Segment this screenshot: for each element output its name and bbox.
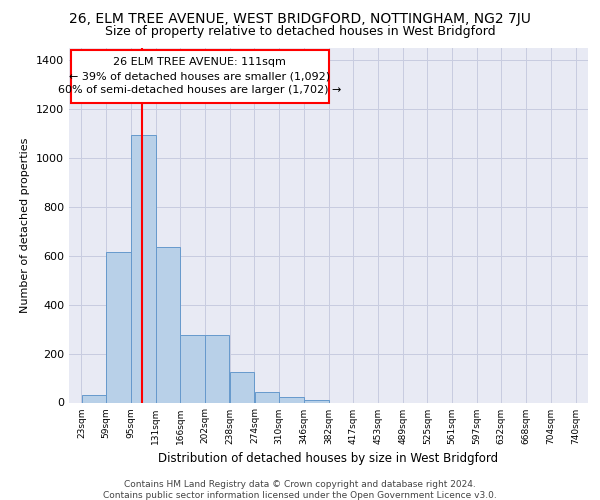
Bar <box>205 335 229 402</box>
Y-axis label: Number of detached properties: Number of detached properties <box>20 138 31 312</box>
Bar <box>156 247 180 402</box>
Bar <box>131 135 155 402</box>
Bar <box>304 400 329 402</box>
Text: Contains public sector information licensed under the Open Government Licence v3: Contains public sector information licen… <box>103 491 497 500</box>
Text: 26, ELM TREE AVENUE, WEST BRIDGFORD, NOTTINGHAM, NG2 7JU: 26, ELM TREE AVENUE, WEST BRIDGFORD, NOT… <box>69 12 531 26</box>
Bar <box>82 394 106 402</box>
Bar <box>254 392 279 402</box>
Bar <box>106 252 131 402</box>
Text: Contains HM Land Registry data © Crown copyright and database right 2024.: Contains HM Land Registry data © Crown c… <box>124 480 476 489</box>
Text: 26 ELM TREE AVENUE: 111sqm
← 39% of detached houses are smaller (1,092)
60% of s: 26 ELM TREE AVENUE: 111sqm ← 39% of deta… <box>58 57 341 95</box>
Text: Size of property relative to detached houses in West Bridgford: Size of property relative to detached ho… <box>104 25 496 38</box>
X-axis label: Distribution of detached houses by size in West Bridgford: Distribution of detached houses by size … <box>158 452 499 465</box>
Bar <box>280 397 304 402</box>
Bar <box>180 335 205 402</box>
Bar <box>230 372 254 402</box>
